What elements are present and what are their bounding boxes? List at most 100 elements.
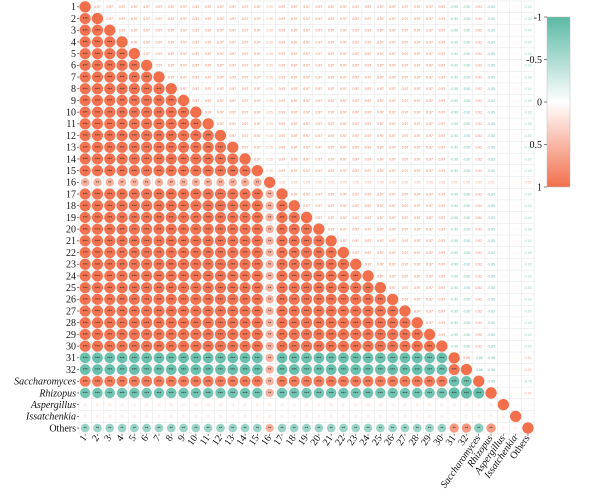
- corr-value-label: 0.97: [316, 169, 323, 173]
- significance-label: ***: [218, 227, 223, 232]
- corr-value-label: -0.90: [463, 146, 471, 150]
- corr-circle-Issatchenkia-4: [120, 414, 124, 419]
- corr-value-label: 0.97: [439, 169, 446, 173]
- corr-value-label: 0.97: [340, 40, 347, 44]
- corr-value-label: 0.97: [365, 64, 372, 68]
- corr-value-label: 0.10: [512, 87, 519, 91]
- corr-circle-21-12: [214, 235, 227, 247]
- corr-value-label: 0.97: [439, 333, 446, 337]
- corr-circle-13-8: [165, 141, 177, 153]
- corr-value-label: 0.97: [156, 17, 163, 21]
- corr-value-label: 0.97: [279, 99, 286, 103]
- significance-label: ***: [366, 297, 371, 302]
- corr-value-label: -0.60: [524, 192, 532, 196]
- corr-value-label: 0.97: [402, 122, 409, 126]
- corr-value-label: 0.10: [500, 192, 507, 196]
- corr-value-label: 0.97: [229, 134, 236, 138]
- corr-circle-Saccharomyces-7: [153, 375, 165, 387]
- corr-circle-26-20: [313, 293, 325, 305]
- corr-value-label: -0.95: [487, 368, 495, 372]
- corr-circle-Rhizopus-12: [215, 387, 226, 399]
- corr-value-label: 0.97: [316, 216, 323, 220]
- corr-circle-18-3: [104, 200, 116, 212]
- significance-label: ***: [366, 391, 371, 396]
- corr-circle-32-29: [424, 364, 435, 375]
- corr-circle-23-4: [116, 258, 128, 270]
- corr-circle-24-21: [325, 270, 337, 282]
- significance-label: ***: [120, 344, 125, 349]
- corr-value-label: 0.10: [500, 75, 507, 79]
- corr-circle-13-7: [153, 141, 165, 153]
- corr-value-label: -0.60: [524, 286, 532, 290]
- significance-label: ***: [95, 215, 100, 220]
- corr-value-label: 0.97: [414, 29, 421, 33]
- corr-circle-Aspergillus-20: [317, 402, 321, 407]
- significance-label: ***: [83, 250, 88, 255]
- corr-value-label: 0.97: [303, 75, 310, 79]
- corr-circle-20-17: [276, 223, 288, 235]
- corr-value-label: 0.97: [402, 17, 409, 21]
- corr-circle-Others-15: [252, 423, 262, 433]
- corr-value-label: 0.10: [500, 227, 507, 231]
- corr-circle-17-13: [227, 188, 239, 200]
- corr-value-label: 0.97: [340, 17, 347, 21]
- significance-label: ***: [366, 285, 371, 290]
- corr-circle-Issatchenkia-29: [427, 414, 432, 419]
- corr-circle-24-19: [300, 270, 313, 282]
- corr-circle-25-20: [313, 282, 325, 294]
- significance-label: ***: [181, 215, 186, 220]
- corr-circle-32-1: [79, 364, 91, 375]
- corr-value-label: 0.10: [500, 5, 507, 9]
- corr-value-label: -0.60: [524, 239, 532, 243]
- corr-circle-Others-28: [412, 423, 422, 433]
- corr-value-label: 0.97: [254, 17, 261, 21]
- corr-value-label: -0.90: [450, 251, 458, 255]
- corr-circle-Aspergillus-9: [181, 402, 186, 407]
- corr-circle-Issatchenkia-19: [304, 414, 309, 419]
- corr-value-label: 0.97: [340, 5, 347, 9]
- significance-label: ***: [95, 86, 100, 91]
- corr-value-label: 0.97: [291, 17, 298, 21]
- corr-circle-22-3: [104, 246, 116, 259]
- corr-value-label: -0.60: [524, 17, 532, 21]
- corr-circle-18-15: [251, 200, 263, 212]
- corr-value-label: 0.97: [106, 5, 113, 9]
- corr-circle-14-5: [128, 153, 140, 165]
- row-label: 22: [66, 248, 76, 259]
- corr-circle-26-5: [128, 293, 140, 305]
- significance-label: ***: [95, 227, 100, 232]
- corr-circle-31-27: [399, 352, 411, 364]
- corr-circle-32-4: [116, 364, 128, 375]
- significance-label: ***: [107, 262, 112, 267]
- corr-value-label: 0.92: [475, 321, 482, 325]
- corr-value-label: 0.97: [365, 263, 372, 267]
- significance-label: ***: [230, 391, 235, 396]
- corr-value-label: 0.97: [303, 99, 310, 103]
- significance-label: ***: [169, 227, 174, 232]
- significance-label: ***: [427, 379, 432, 384]
- corr-value-label: 0.10: [512, 216, 519, 220]
- significance-label: ***: [107, 157, 112, 162]
- corr-value-label: 0.10: [512, 52, 519, 56]
- corr-value-label: 0.97: [340, 52, 347, 56]
- corr-value-label: 0.97: [426, 40, 433, 44]
- corr-value-label: -0.85: [487, 40, 495, 44]
- corr-value-label: 0.97: [328, 64, 335, 68]
- significance-label: ***: [255, 332, 260, 337]
- corr-circle-25-21: [325, 282, 337, 294]
- significance-label: **: [108, 426, 112, 431]
- corr-value-label: 0.10: [500, 99, 507, 103]
- significance-label: **: [268, 367, 272, 372]
- significance-label: ***: [366, 332, 371, 337]
- corr-value-label: 0.97: [414, 122, 421, 126]
- corr-circle-17-4: [116, 188, 128, 200]
- corr-value-label: 0.97: [316, 64, 323, 68]
- corr-circle-21-15: [251, 235, 263, 247]
- corr-circle-28-10: [190, 317, 202, 329]
- significance-label: ***: [83, 379, 88, 384]
- corr-value-label: 0.97: [365, 169, 372, 173]
- corr-circle-Saccharomyces-8: [165, 375, 177, 387]
- corr-circle-26-1: [79, 293, 91, 305]
- corr-value-label: -0.70: [524, 380, 532, 384]
- corr-circle-Issatchenkia-5: [132, 414, 137, 419]
